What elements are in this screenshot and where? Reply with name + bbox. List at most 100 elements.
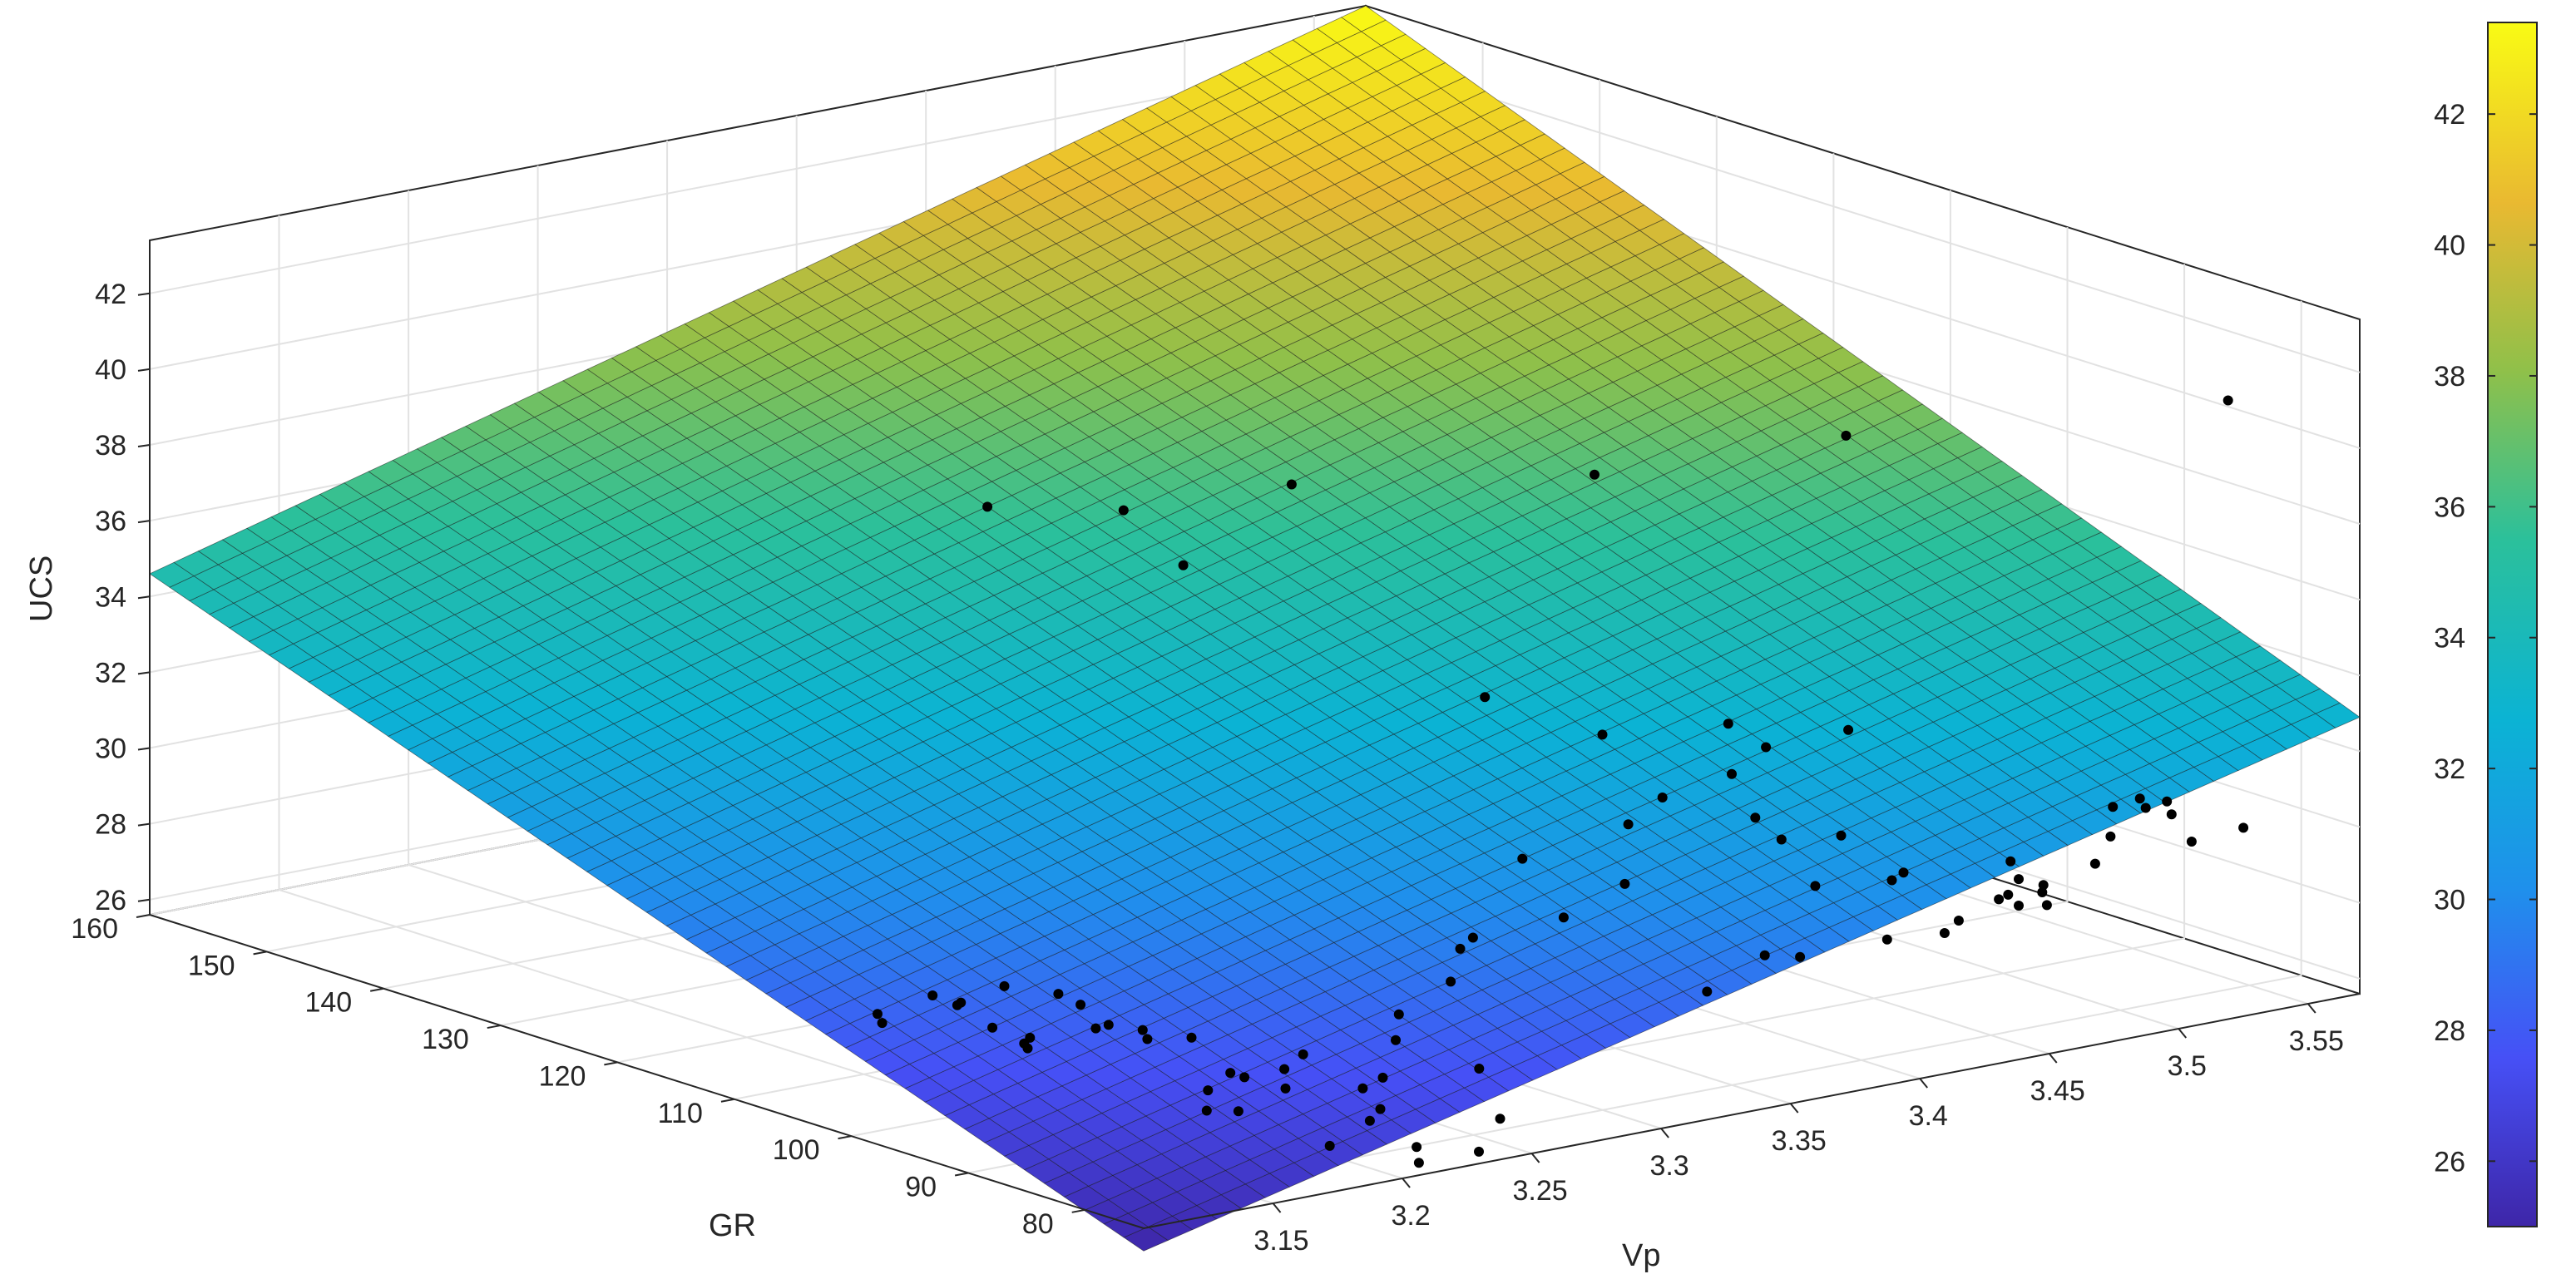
- x-tick-label: 3.2: [1391, 1200, 1430, 1232]
- data-point: [2105, 831, 2116, 842]
- colorbar-gradient: [2488, 22, 2537, 1227]
- data-point: [1090, 1023, 1101, 1034]
- data-point: [1597, 729, 1608, 740]
- data-point: [1203, 1085, 1214, 1096]
- y-tick-label: 150: [188, 950, 235, 981]
- data-point: [2041, 900, 2052, 911]
- colorbar-tick-label: 32: [2434, 753, 2465, 785]
- colorbar: 26 28 30 32 34 36 38 40 42: [2434, 22, 2538, 1227]
- x-axis-title: Vp: [1622, 1238, 1660, 1273]
- data-point: [1279, 1064, 1290, 1074]
- data-point: [1298, 1049, 1308, 1059]
- data-point: [2108, 802, 2119, 812]
- data-point: [1225, 1068, 1236, 1079]
- data-point: [2089, 858, 2100, 869]
- y-tick-mark: [369, 987, 384, 992]
- data-points: [873, 395, 2249, 1168]
- data-point: [2005, 856, 2016, 867]
- z-tick-label: 38: [95, 430, 126, 462]
- data-point: [1795, 951, 1806, 962]
- data-point: [1391, 1035, 1401, 1045]
- y-tick-mark: [487, 1025, 501, 1030]
- z-tick-label: 28: [95, 809, 126, 841]
- data-point: [1810, 881, 1821, 891]
- z-tick-mark: [137, 822, 151, 827]
- data-point: [1233, 1106, 1244, 1117]
- data-point: [1953, 916, 1964, 926]
- data-point: [873, 1009, 883, 1020]
- data-point: [1364, 1115, 1375, 1126]
- z-axis-title: UCS: [24, 556, 59, 622]
- data-point: [1657, 793, 1668, 802]
- z-tick-mark: [137, 292, 151, 296]
- axis-tick-labels: 3.15 3.2 3.25 3.3 3.35 3.4 3.45 3.5 3.55 80 90 100 1…: [71, 279, 2344, 1257]
- data-point: [2186, 837, 2197, 847]
- data-point: [1324, 1140, 1335, 1151]
- data-point: [1022, 1043, 1033, 1054]
- x-tick-label: 3.55: [2289, 1025, 2344, 1057]
- z-tick-mark: [137, 898, 151, 902]
- y-tick-label: 80: [1022, 1208, 1054, 1240]
- data-point: [956, 997, 967, 1008]
- y-axis-line: [149, 914, 1145, 1229]
- y-tick-label: 110: [658, 1098, 703, 1129]
- colorbar-tick-label: 38: [2434, 361, 2465, 393]
- data-point: [1357, 1083, 1368, 1094]
- data-point: [1723, 719, 1733, 729]
- x-tick-mark: [2307, 1003, 2316, 1014]
- data-point: [877, 1018, 888, 1029]
- data-point: [1474, 1146, 1484, 1157]
- data-point: [1413, 1158, 1424, 1168]
- x-tick-mark: [1789, 1103, 1799, 1114]
- colorbar-ticks: 26 28 30 32 34 36 38 40 42: [2434, 99, 2537, 1178]
- data-point: [1750, 812, 1761, 823]
- data-point: [1898, 867, 1909, 878]
- data-point: [1480, 692, 1491, 703]
- z-tick-label: 34: [95, 581, 126, 613]
- x-tick-label: 3.4: [1909, 1100, 1948, 1132]
- data-point: [1412, 1142, 1422, 1153]
- data-point: [1186, 1032, 1197, 1043]
- x-axis-line: [1143, 993, 2361, 1229]
- x-tick-label: 3.15: [1253, 1225, 1308, 1257]
- data-point: [1761, 742, 1772, 753]
- y-tick-mark: [136, 914, 151, 918]
- y-tick-label: 130: [422, 1024, 469, 1055]
- x-tick-mark: [1919, 1078, 1928, 1089]
- data-point: [1075, 1000, 1086, 1010]
- colorbar-tick-label: 30: [2434, 885, 2465, 916]
- data-point: [1517, 853, 1528, 864]
- y-axis-title: GR: [709, 1208, 756, 1243]
- z-tick-label: 32: [95, 657, 126, 689]
- data-point: [2134, 793, 2145, 804]
- data-point: [1286, 479, 1297, 490]
- colorbar-tick-label: 26: [2434, 1146, 2465, 1178]
- data-point: [2238, 822, 2249, 833]
- x-tick-label: 3.5: [2168, 1050, 2207, 1082]
- data-point: [1702, 986, 1713, 997]
- z-tick-mark: [137, 747, 151, 751]
- z-tick-mark: [137, 595, 151, 600]
- data-point: [1137, 1025, 1148, 1035]
- data-point: [1446, 976, 1456, 987]
- data-point: [1886, 875, 1897, 886]
- y-tick-mark: [720, 1098, 735, 1103]
- y-tick-mark: [838, 1135, 852, 1140]
- data-point: [1239, 1072, 1250, 1083]
- surface-patch: [1341, 5, 1387, 32]
- data-point: [1495, 1114, 1506, 1124]
- colorbar-tick-label: 28: [2434, 1015, 2465, 1047]
- data-point: [1377, 1072, 1388, 1083]
- data-point: [2014, 874, 2024, 885]
- z-tick-label: 26: [95, 885, 126, 916]
- z-tick-label: 36: [95, 506, 126, 537]
- data-point: [1142, 1034, 1153, 1044]
- data-point: [1776, 834, 1787, 845]
- data-point: [1841, 430, 1852, 441]
- z-tick-mark: [137, 671, 151, 675]
- x-tick-label: 3.45: [2030, 1075, 2085, 1107]
- y-tick-mark: [253, 951, 267, 956]
- data-point: [2140, 802, 2151, 813]
- x-tick-mark: [1272, 1203, 1282, 1213]
- colorbar-tick-label: 42: [2434, 99, 2465, 131]
